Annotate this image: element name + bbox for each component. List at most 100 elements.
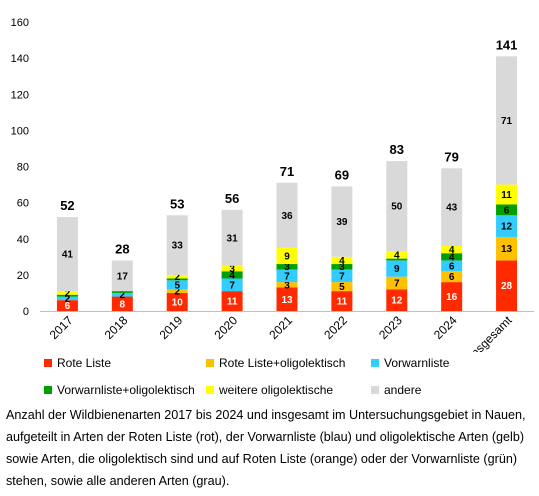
- bar-total-label: 79: [444, 149, 458, 164]
- segment-data-label: 13: [281, 295, 293, 306]
- segment-data-label: 39: [336, 217, 348, 228]
- bar-segment: [441, 282, 463, 311]
- segment-data-label: 71: [501, 116, 513, 127]
- bar-segment: [496, 236, 518, 261]
- segment-data-label: 6: [449, 261, 455, 272]
- bar-total-label: 71: [280, 164, 294, 179]
- bar-segment: [386, 260, 408, 277]
- segment-data-label: 43: [446, 203, 458, 214]
- bar-segment: [441, 271, 463, 283]
- y-tick-label: 160: [11, 17, 29, 29]
- y-tick-label: 140: [11, 53, 29, 65]
- y-tick-label: 20: [17, 270, 29, 282]
- segment-data-label: 50: [391, 202, 403, 213]
- bar-segment: [496, 204, 518, 216]
- segment-data-label: 9: [394, 264, 400, 275]
- x-tick-label: 2023: [376, 313, 405, 342]
- x-tick-label: 2021: [266, 313, 295, 342]
- y-tick-label: 40: [17, 234, 29, 246]
- segment-data-label: 5: [339, 282, 345, 293]
- x-tick-label: insgesamt: [466, 313, 515, 352]
- bar-segment: [166, 292, 188, 311]
- bar-segment: [221, 278, 243, 292]
- segment-data-label: 11: [337, 297, 348, 308]
- caption-line: stehen, sowie alle anderen Arten (grau).: [6, 474, 230, 488]
- bar-segment: [331, 186, 353, 257]
- bar-total-label: 52: [60, 198, 74, 213]
- y-axis: 0 20 40 60 80 100 120 140 160: [11, 17, 29, 318]
- bar-total-label: 69: [335, 167, 349, 182]
- bar-segment: [56, 300, 78, 311]
- segment-data-label: 2: [65, 288, 71, 299]
- legend-item-vorwarnliste: Vorwarnliste: [371, 356, 449, 370]
- segment-data-label: 13: [501, 244, 513, 255]
- bar-segment: [221, 271, 243, 279]
- bar-segment: [331, 256, 353, 265]
- x-tick-label: 2024: [431, 313, 460, 342]
- bar-segment: [496, 184, 518, 205]
- legend-item-weitere-oligolektische: weitere oligolektische: [206, 383, 333, 397]
- segment-data-label: 4: [229, 270, 235, 281]
- y-tick-label: 120: [11, 89, 29, 101]
- segment-data-label: 6: [504, 205, 510, 216]
- legend-label: weitere oligolektische: [219, 383, 334, 397]
- bar-segment: [276, 282, 298, 288]
- bar-segment: [331, 264, 353, 270]
- segment-data-label: 12: [501, 222, 513, 233]
- y-tick-label: 0: [23, 306, 29, 318]
- y-tick-label: 80: [17, 162, 29, 174]
- bar-total-label: 83: [390, 142, 404, 157]
- segment-data-label: 41: [62, 250, 74, 261]
- bar-segment: [276, 287, 298, 311]
- bar-segment: [441, 260, 463, 272]
- figure-caption: Anzahl der Wildbienenarten 2017 bis 2024…: [6, 404, 536, 492]
- legend-item-andere: andere: [371, 383, 421, 397]
- bar-segment: [441, 253, 463, 261]
- segment-data-label: 31: [227, 233, 239, 244]
- segment-data-label: 2: [120, 290, 126, 301]
- x-tick-label: 2022: [321, 313, 350, 342]
- segment-data-label: 8: [120, 299, 126, 310]
- x-tick-label: 2020: [211, 313, 240, 342]
- segment-data-label: 36: [281, 211, 293, 222]
- legend-swatch: [371, 386, 379, 394]
- bar-segment: [166, 280, 188, 290]
- legend-swatch: [206, 359, 214, 367]
- bar-segment: [56, 291, 78, 295]
- bar-segment: [276, 269, 298, 283]
- segment-data-label: 2: [174, 287, 180, 298]
- segment-data-label: 3: [284, 280, 290, 291]
- x-tick-label: 2019: [157, 313, 186, 342]
- bar-segment: [441, 168, 463, 246]
- bar-segment: [386, 276, 408, 290]
- bars: 6224152821728102523353117433156133739367…: [56, 37, 518, 312]
- bar-segment: [56, 294, 78, 297]
- segment-data-label: 33: [172, 241, 184, 252]
- legend-label: Rote Liste: [57, 356, 112, 370]
- bar-segment: [276, 264, 298, 270]
- bar-segment: [56, 296, 78, 301]
- bar-segment: [111, 291, 133, 293]
- bar-segment: [166, 278, 188, 281]
- segment-data-label: 7: [284, 271, 290, 282]
- segment-data-label: 3: [284, 262, 290, 273]
- y-tick-label: 100: [11, 125, 29, 137]
- segment-data-label: 4: [394, 251, 400, 262]
- bar-segment: [56, 217, 78, 292]
- segment-data-label: 6: [449, 272, 455, 283]
- bar-segment: [221, 291, 243, 311]
- segment-data-label: 2: [65, 294, 71, 305]
- segment-data-label: 12: [391, 296, 403, 307]
- segment-data-label: 2: [174, 272, 180, 283]
- bar-segment: [331, 282, 353, 292]
- segment-data-label: 11: [227, 297, 238, 308]
- bar-segment: [441, 245, 463, 254]
- segment-data-label: 7: [229, 280, 235, 291]
- segment-data-label: 7: [339, 271, 345, 282]
- legend-swatch: [206, 386, 214, 394]
- bar-segment: [331, 291, 353, 311]
- bar-total-label: 56: [225, 191, 239, 206]
- bar-segment: [111, 296, 133, 311]
- segment-data-label: 11: [501, 190, 512, 201]
- legend-swatch: [371, 359, 379, 367]
